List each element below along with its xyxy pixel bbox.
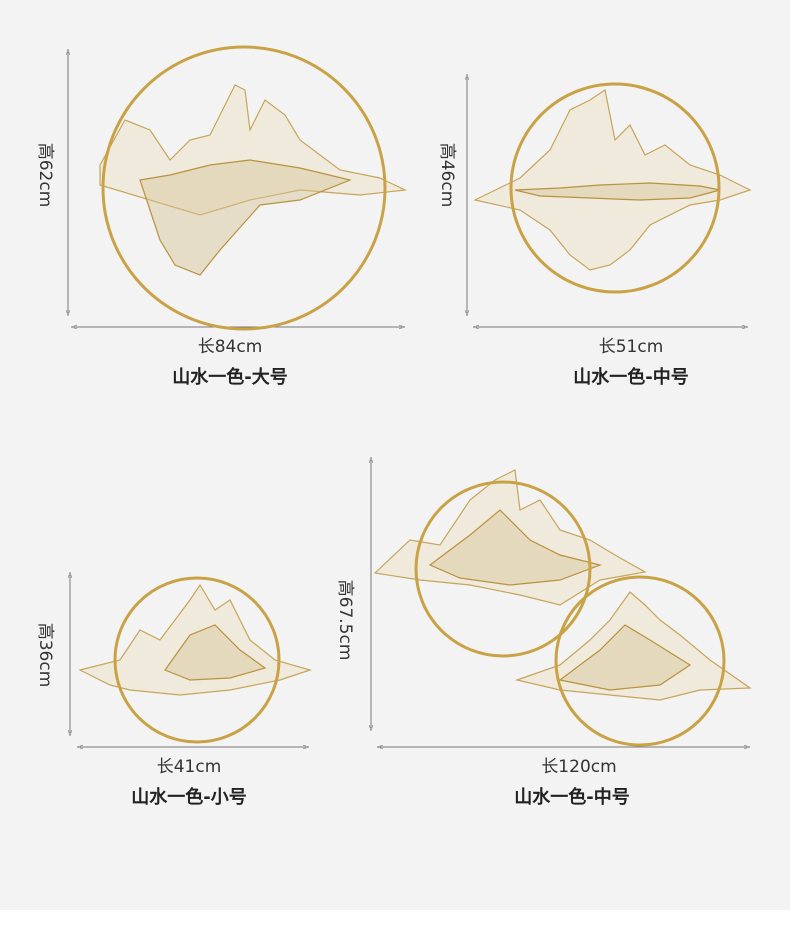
mountain: [428, 509, 603, 586]
height-label: 高62cm: [35, 143, 55, 208]
product-set: 高67.5cm 长120cm 山水一色-中号: [335, 460, 752, 808]
mountain: [373, 469, 647, 606]
ring: [509, 82, 721, 294]
mountain: [164, 624, 267, 681]
mountain: [99, 84, 408, 216]
mountain: [514, 591, 752, 701]
width-label: 长51cm: [599, 337, 664, 357]
ring: [414, 480, 592, 658]
product-name: 山水一色-中号: [514, 786, 629, 808]
mountain: [558, 624, 692, 691]
product-name: 山水一色-中号: [573, 366, 688, 388]
ring: [554, 575, 726, 747]
width-label: 长41cm: [157, 757, 222, 777]
mountain: [78, 583, 313, 696]
width-label: 长84cm: [198, 337, 263, 357]
product-name: 山水一色-小号: [131, 786, 246, 808]
height-label: 高36cm: [35, 623, 55, 688]
product-small: 高36cm 长41cm 山水一色-小号: [35, 575, 313, 808]
ring: [101, 45, 387, 331]
mountain: [139, 159, 352, 276]
product-large: 高62cm 长84cm 山水一色-大号: [35, 45, 408, 388]
height-label: 高67.5cm: [335, 580, 355, 661]
width-label: 长120cm: [541, 757, 616, 777]
ring: [113, 576, 281, 744]
product-name: 山水一色-大号: [172, 366, 287, 388]
mountain: [473, 89, 752, 271]
product-medium: 高46cm 长51cm 山水一色-中号: [437, 77, 752, 388]
height-label: 高46cm: [437, 143, 457, 208]
